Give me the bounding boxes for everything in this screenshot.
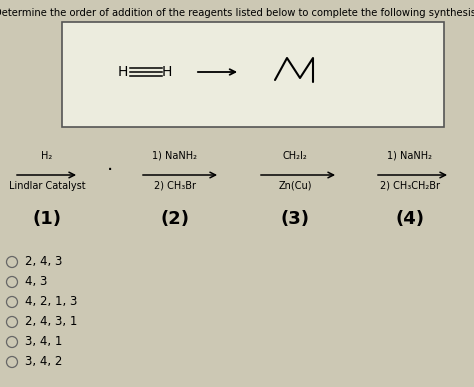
Text: Zn(Cu): Zn(Cu) — [278, 181, 312, 191]
Text: .: . — [107, 156, 113, 175]
Text: 2) CH₃Br: 2) CH₃Br — [154, 181, 196, 191]
Text: H: H — [118, 65, 128, 79]
Text: 2) CH₃CH₂Br: 2) CH₃CH₂Br — [380, 181, 440, 191]
Text: 4, 3: 4, 3 — [25, 276, 47, 288]
Bar — [62, 22, 444, 127]
Text: 3, 4, 1: 3, 4, 1 — [25, 336, 63, 349]
Text: Determine the order of addition of the reagents listed below to complete the fol: Determine the order of addition of the r… — [0, 8, 474, 18]
Text: (1): (1) — [33, 210, 62, 228]
Text: 3, 4, 2: 3, 4, 2 — [25, 356, 63, 368]
Text: 2, 4, 3, 1: 2, 4, 3, 1 — [25, 315, 77, 329]
Text: 1) NaNH₂: 1) NaNH₂ — [153, 151, 198, 161]
Text: 2, 4, 3: 2, 4, 3 — [25, 255, 63, 269]
Text: (2): (2) — [161, 210, 190, 228]
Text: CH₂I₂: CH₂I₂ — [283, 151, 307, 161]
Text: 4, 2, 1, 3: 4, 2, 1, 3 — [25, 296, 77, 308]
Text: (3): (3) — [281, 210, 310, 228]
Text: (4): (4) — [395, 210, 425, 228]
Text: H₂: H₂ — [41, 151, 53, 161]
Text: Lindlar Catalyst: Lindlar Catalyst — [9, 181, 85, 191]
Text: H: H — [162, 65, 172, 79]
Text: 1) NaNH₂: 1) NaNH₂ — [388, 151, 432, 161]
